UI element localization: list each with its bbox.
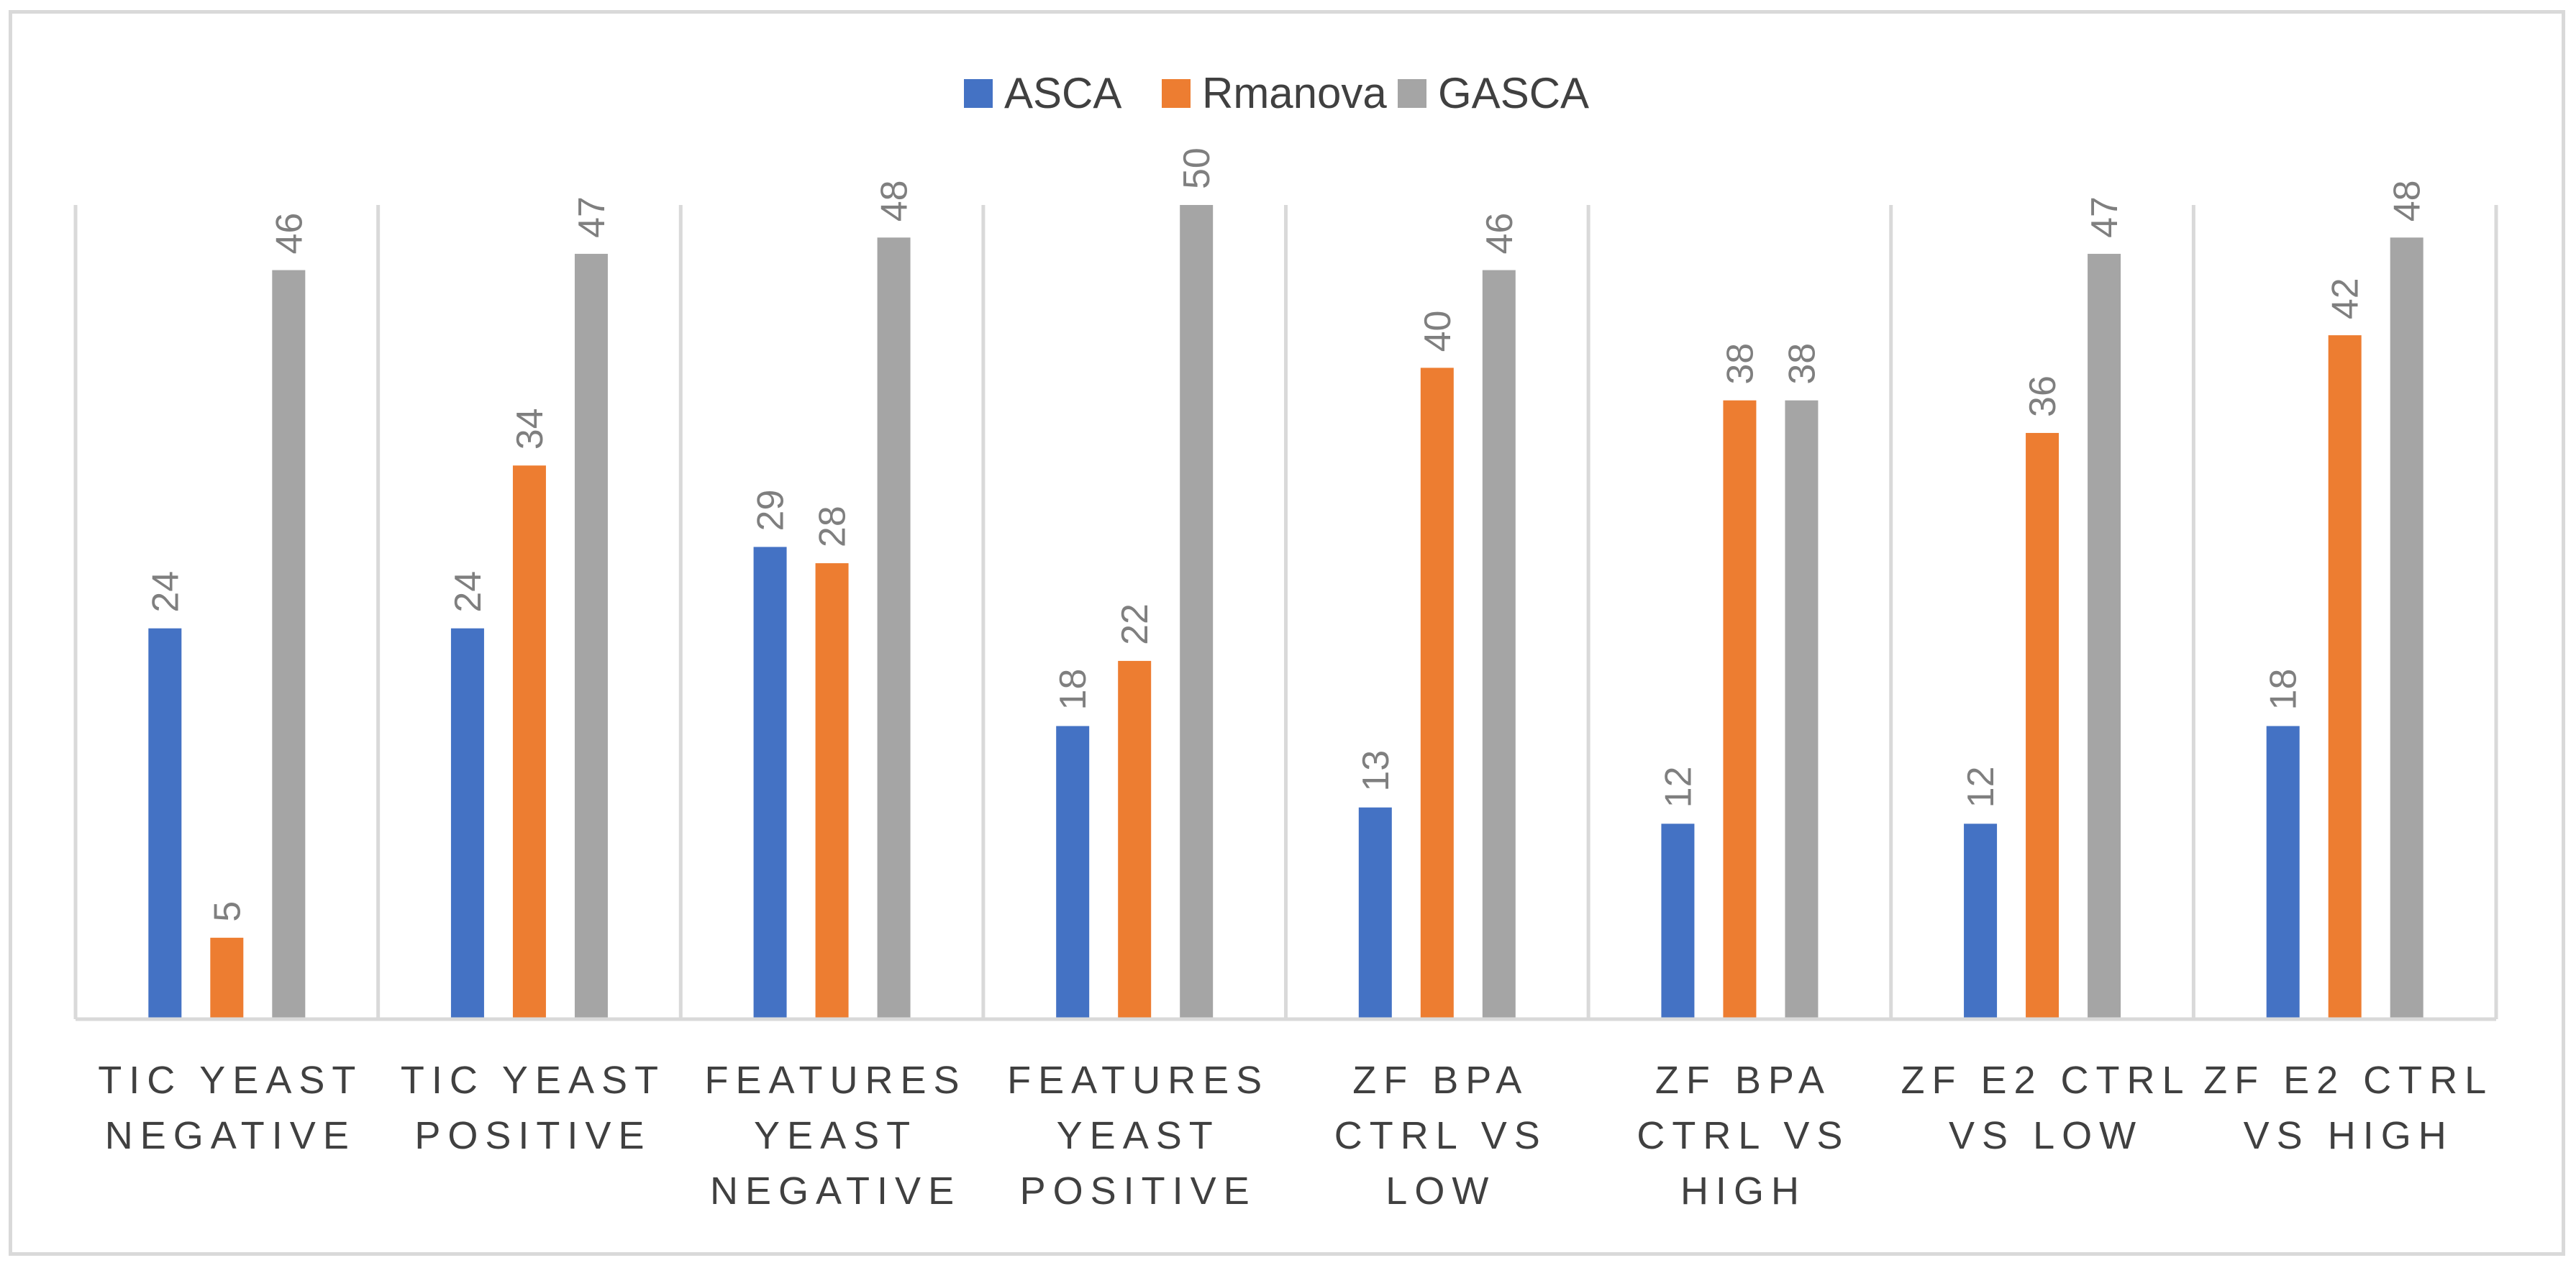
category-label-5-line-1: CTRL VS <box>1637 1114 1849 1157</box>
data-label-gasca-6: 47 <box>2084 196 2126 238</box>
legend-swatch-gasca <box>1398 79 1426 108</box>
data-label-rmanova-3: 22 <box>1114 603 1156 645</box>
legend-swatch-asca <box>964 79 993 108</box>
bar-asca-7 <box>2266 726 2300 1019</box>
bar-rmanova-0 <box>210 937 244 1019</box>
data-label-asca-6: 12 <box>1960 766 2002 808</box>
category-label-3-line-2: POSITIVE <box>1020 1169 1257 1213</box>
data-label-rmanova-0: 5 <box>206 901 248 922</box>
data-label-rmanova-6: 36 <box>2022 375 2064 417</box>
data-label-asca-7: 18 <box>2263 669 2305 711</box>
bar-asca-6 <box>1964 824 1998 1019</box>
bar-gasca-4 <box>1482 270 1516 1019</box>
bar-rmanova-3 <box>1118 660 1152 1019</box>
data-label-gasca-1: 47 <box>571 196 613 238</box>
data-label-gasca-3: 50 <box>1176 147 1218 189</box>
bar-gasca-2 <box>877 237 911 1019</box>
category-label-5-line-0: ZF BPA <box>1655 1059 1831 1102</box>
bar-asca-3 <box>1056 726 1090 1019</box>
legend: ASCA Rmanova GASCA <box>964 69 1589 117</box>
bar-gasca-3 <box>1180 205 1214 1019</box>
bar-gasca-7 <box>2390 237 2423 1019</box>
category-label-1-line-1: POSITIVE <box>414 1114 651 1157</box>
bar-asca-4 <box>1358 807 1392 1019</box>
bar-rmanova-2 <box>815 563 849 1019</box>
data-label-rmanova-4: 40 <box>1417 311 1459 352</box>
category-label-3-line-0: FEATURES <box>1007 1059 1269 1102</box>
category-separators <box>73 205 2498 1019</box>
bar-rmanova-6 <box>2026 432 2060 1019</box>
bar-asca-5 <box>1661 824 1695 1019</box>
category-label-0-line-1: NEGATIVE <box>105 1114 356 1157</box>
category-label-3-line-1: YEAST <box>1057 1114 1220 1157</box>
data-label-rmanova-5: 38 <box>1719 343 1761 385</box>
data-label-gasca-0: 46 <box>268 213 310 255</box>
category-label-4-line-0: ZF BPA <box>1352 1059 1529 1102</box>
bar-gasca-5 <box>1785 400 1819 1019</box>
data-label-asca-5: 12 <box>1657 766 1699 808</box>
data-labels: 24 24 29 18 13 12 12 18 5 34 28 22 40 38 36 42 46 47 48 50 4… <box>145 147 2428 922</box>
data-label-asca-2: 29 <box>750 490 792 532</box>
data-label-gasca-5: 38 <box>1781 343 1823 385</box>
bar-asca-1 <box>450 628 484 1019</box>
legend-label-rmanova: Rmanova <box>1202 69 1387 117</box>
category-label-2-line-2: NEGATIVE <box>710 1169 961 1213</box>
bar-gasca-6 <box>2088 253 2121 1019</box>
data-label-rmanova-2: 28 <box>812 506 854 547</box>
legend-swatch-rmanova <box>1162 79 1191 108</box>
data-label-asca-4: 13 <box>1355 750 1397 792</box>
legend-label-gasca: GASCA <box>1438 69 1589 117</box>
data-label-asca-1: 24 <box>447 571 489 613</box>
bar-gasca-1 <box>574 253 608 1019</box>
bars <box>148 205 2423 1019</box>
bar-asca-0 <box>148 628 182 1019</box>
category-label-4-line-1: CTRL VS <box>1334 1114 1547 1157</box>
data-label-rmanova-7: 42 <box>2325 278 2367 319</box>
category-label-7-line-0: ZF E2 CTRL <box>2203 1059 2493 1102</box>
category-label-1-line-0: TIC YEAST <box>401 1059 665 1102</box>
bar-gasca-0 <box>272 270 306 1019</box>
data-label-asca-0: 24 <box>145 571 186 613</box>
data-label-gasca-7: 48 <box>2387 180 2429 222</box>
bar-rmanova-5 <box>1723 400 1757 1019</box>
data-label-rmanova-1: 34 <box>509 408 551 450</box>
category-label-2-line-0: FEATURES <box>705 1059 967 1102</box>
category-label-4-line-2: LOW <box>1385 1169 1496 1213</box>
category-label-6-line-1: VS LOW <box>1949 1114 2143 1157</box>
category-label-0-line-0: TIC YEAST <box>98 1059 363 1102</box>
legend-label-asca: ASCA <box>1004 69 1121 117</box>
category-label-6-line-0: ZF E2 CTRL <box>1901 1059 2191 1102</box>
data-label-asca-3: 18 <box>1052 669 1094 711</box>
bar-asca-2 <box>753 547 787 1019</box>
category-label-5-line-2: HIGH <box>1680 1169 1806 1213</box>
bar-rmanova-1 <box>512 465 546 1019</box>
bar-rmanova-7 <box>2328 335 2362 1019</box>
category-label-7-line-1: VS HIGH <box>2244 1114 2454 1157</box>
data-label-gasca-4: 46 <box>1479 213 1521 255</box>
category-labels: TIC YEAST NEGATIVE TIC YEAST POSITIVE FEATUR… <box>98 1059 2493 1213</box>
category-label-2-line-1: YEAST <box>754 1114 917 1157</box>
bar-rmanova-4 <box>1420 368 1454 1019</box>
data-label-gasca-2: 48 <box>874 180 916 222</box>
